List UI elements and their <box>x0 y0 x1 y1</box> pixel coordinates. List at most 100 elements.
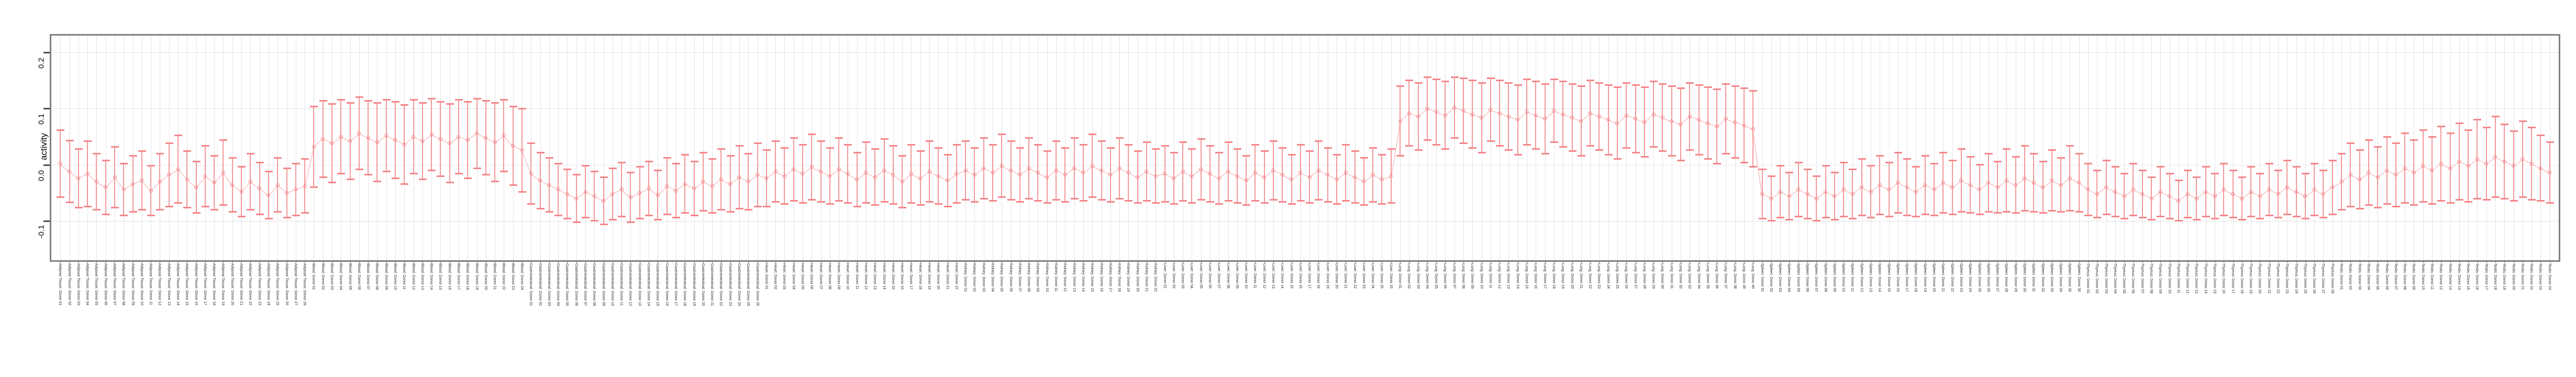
data-point-marker[interactable] <box>2502 159 2506 163</box>
data-point-marker[interactable] <box>1353 175 1357 179</box>
data-point-marker[interactable] <box>2267 187 2271 192</box>
data-point-marker[interactable] <box>1480 116 1484 120</box>
data-point-marker[interactable] <box>2194 196 2199 201</box>
data-point-marker[interactable] <box>131 182 135 186</box>
data-point-marker[interactable] <box>484 136 488 140</box>
data-point-marker[interactable] <box>792 167 796 171</box>
data-point-marker[interactable] <box>728 182 732 186</box>
data-point-marker[interactable] <box>764 176 769 180</box>
data-point-marker[interactable] <box>94 180 98 184</box>
data-point-marker[interactable] <box>1217 176 1221 180</box>
data-point-marker[interactable] <box>1715 125 1719 129</box>
data-point-marker[interactable] <box>2521 157 2525 161</box>
data-point-marker[interactable] <box>2041 185 2045 190</box>
data-point-marker[interactable] <box>1489 108 1493 112</box>
data-point-marker[interactable] <box>1145 170 1149 174</box>
data-point-marker[interactable] <box>1280 173 1284 177</box>
data-point-marker[interactable] <box>1416 114 1420 118</box>
data-point-marker[interactable] <box>1027 166 1031 170</box>
data-point-marker[interactable] <box>511 143 515 148</box>
data-point-marker[interactable] <box>158 180 162 184</box>
data-point-marker[interactable] <box>1172 176 1176 180</box>
data-point-marker[interactable] <box>909 172 913 176</box>
data-point-marker[interactable] <box>2339 180 2344 184</box>
data-point-marker[interactable] <box>275 183 280 187</box>
data-point-marker[interactable] <box>2403 166 2407 170</box>
data-point-marker[interactable] <box>1651 112 1656 116</box>
data-point-marker[interactable] <box>384 134 388 138</box>
data-point-marker[interactable] <box>2131 187 2135 192</box>
data-point-marker[interactable] <box>1787 194 1791 198</box>
data-point-marker[interactable] <box>1642 120 1647 124</box>
data-point-marker[interactable] <box>1054 168 1058 172</box>
data-point-marker[interactable] <box>1878 183 1882 187</box>
data-point-marker[interactable] <box>2068 176 2072 180</box>
data-point-marker[interactable] <box>963 168 968 172</box>
data-point-marker[interactable] <box>683 182 687 186</box>
data-point-marker[interactable] <box>1968 183 1972 187</box>
data-point-marker[interactable] <box>2538 166 2542 170</box>
data-point-marker[interactable] <box>1525 110 1529 114</box>
data-point-marker[interactable] <box>529 172 533 176</box>
data-point-marker[interactable] <box>1634 117 1638 121</box>
data-point-marker[interactable] <box>2312 187 2316 192</box>
data-point-marker[interactable] <box>1470 112 1474 116</box>
data-point-marker[interactable] <box>656 193 660 197</box>
data-point-marker[interactable] <box>538 179 542 183</box>
data-point-marker[interactable] <box>402 142 406 147</box>
data-point-marker[interactable] <box>2276 192 2280 196</box>
data-point-marker[interactable] <box>248 180 252 184</box>
data-point-marker[interactable] <box>1271 168 1275 172</box>
data-point-marker[interactable] <box>1307 175 1312 179</box>
data-point-marker[interactable] <box>918 176 923 180</box>
data-point-marker[interactable] <box>2294 190 2299 194</box>
data-point-marker[interactable] <box>1063 173 1067 177</box>
data-point-marker[interactable] <box>2113 190 2117 194</box>
data-point-marker[interactable] <box>1443 113 1447 117</box>
data-point-marker[interactable] <box>429 132 434 137</box>
data-point-marker[interactable] <box>674 188 678 193</box>
data-point-marker[interactable] <box>2285 185 2289 190</box>
data-point-marker[interactable] <box>2475 157 2479 161</box>
data-point-marker[interactable] <box>2330 185 2335 190</box>
data-point-marker[interactable] <box>1995 185 2000 190</box>
data-point-marker[interactable] <box>1805 192 1809 196</box>
data-point-marker[interactable] <box>2059 183 2063 187</box>
data-point-marker[interactable] <box>972 173 976 177</box>
data-point-marker[interactable] <box>900 180 904 184</box>
data-point-marker[interactable] <box>1117 166 1122 170</box>
data-point-marker[interactable] <box>719 178 723 182</box>
data-point-marker[interactable] <box>149 188 153 193</box>
data-point-marker[interactable] <box>2104 185 2108 190</box>
data-point-marker[interactable] <box>2303 194 2307 198</box>
data-point-marker[interactable] <box>737 175 741 179</box>
data-point-marker[interactable] <box>1108 173 1113 177</box>
data-point-marker[interactable] <box>2158 190 2162 194</box>
data-point-marker[interactable] <box>1887 187 1891 192</box>
data-point-marker[interactable] <box>1905 185 1909 190</box>
data-point-marker[interactable] <box>475 131 479 136</box>
data-point-marker[interactable] <box>68 170 72 174</box>
data-point-marker[interactable] <box>2258 194 2262 198</box>
data-point-marker[interactable] <box>420 139 425 143</box>
data-point-marker[interactable] <box>638 191 642 195</box>
data-point-marker[interactable] <box>1298 171 1303 175</box>
data-point-marker[interactable] <box>1226 170 1230 174</box>
data-point-marker[interactable] <box>2014 183 2018 187</box>
data-point-marker[interactable] <box>946 179 950 183</box>
data-point-marker[interactable] <box>1914 190 1918 194</box>
data-point-marker[interactable] <box>647 186 651 191</box>
data-point-marker[interactable] <box>267 193 271 197</box>
data-point-marker[interactable] <box>846 172 850 176</box>
data-point-marker[interactable] <box>891 173 895 177</box>
data-point-marker[interactable] <box>1796 187 1801 192</box>
data-point-marker[interactable] <box>2457 159 2461 163</box>
data-point-marker[interactable] <box>58 162 62 166</box>
data-point-marker[interactable] <box>1778 190 1782 194</box>
data-point-marker[interactable] <box>565 192 569 196</box>
data-point-marker[interactable] <box>448 141 452 146</box>
data-point-marker[interactable] <box>1262 175 1267 179</box>
data-point-marker[interactable] <box>1978 187 1982 192</box>
data-point-marker[interactable] <box>1742 124 1746 128</box>
data-point-marker[interactable] <box>1615 121 1619 125</box>
